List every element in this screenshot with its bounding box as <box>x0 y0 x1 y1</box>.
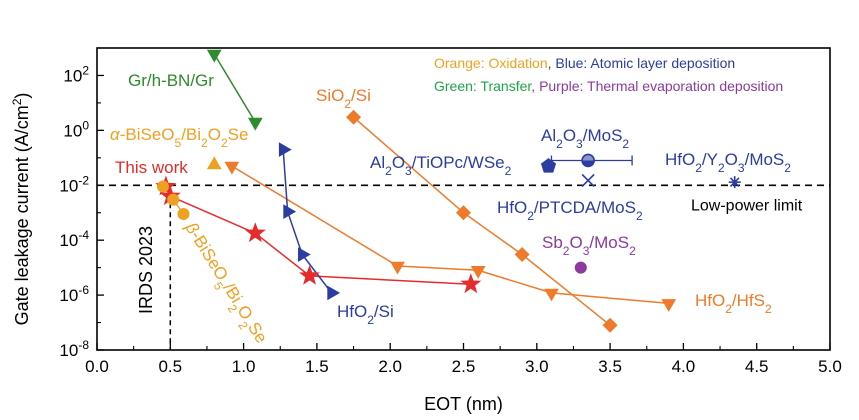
hfo2-si-point <box>278 142 292 157</box>
hfo2-si-point <box>327 285 341 301</box>
hfo2-hfs2-point <box>661 299 677 312</box>
irds-2023-label: IRDS 2023 <box>136 226 156 314</box>
half-circle-fill <box>582 160 595 167</box>
gr-h-bn-gr-line <box>213 53 256 123</box>
sb2o3-mos2-point <box>574 261 587 274</box>
x-tick-label: 0.0 <box>85 357 109 376</box>
x-stroke-b <box>581 173 595 188</box>
label-gr: Gr/h-BN/Gr <box>128 71 214 90</box>
legend-entry: Green: Transfer <box>434 78 532 94</box>
alpha-biseo5-bi2o2se-point <box>206 156 222 170</box>
beta-biseo5-bi2o2se-point <box>156 180 169 193</box>
x-tick-label: 1.0 <box>232 357 256 376</box>
hfo2-hfs2-point <box>390 261 405 275</box>
sio2-si-line <box>353 116 611 326</box>
x-axis-title: EOT (nm) <box>424 394 503 414</box>
gr-h-bn-gr-point <box>248 117 263 131</box>
y-tick-label: 10-4 <box>59 228 89 250</box>
this-work-point <box>299 264 320 285</box>
label-ptcda: HfO2/PTCDA/MoS2 <box>497 198 643 223</box>
x-tick-label: 4.5 <box>745 357 769 376</box>
gr-h-bn-gr-point <box>206 49 222 63</box>
legend-entry: Orange: Oxidation <box>434 55 548 71</box>
label-hfs2: HfO2/HfS2 <box>695 291 772 316</box>
sio2-si-point <box>514 247 530 262</box>
legend-entry: Purple: Thermal evaporation deposition <box>539 78 783 94</box>
y-tick-label: 102 <box>63 63 89 85</box>
label-alpha: α-BiSeO5/Bi2O2Se <box>110 125 248 150</box>
hfo2-y2o3-mos2-point <box>728 176 741 189</box>
y-tick-label: 10-2 <box>59 173 89 195</box>
half-circle-top <box>582 154 595 161</box>
x-tick-label: 2.0 <box>378 357 402 376</box>
label-thiswork: This work <box>115 158 188 177</box>
y-tick-label: 10-8 <box>59 338 89 360</box>
label-al2o3mos2: Al2O3/MoS2 <box>541 126 629 151</box>
sio2-si-point <box>602 317 618 333</box>
hfo2-hfs2-point <box>470 266 486 279</box>
sio2-si-point <box>346 109 362 125</box>
x-tick-label: 3.5 <box>598 357 622 376</box>
this-work-point <box>244 222 266 243</box>
legend-entry: Blue: Atomic layer deposition <box>555 55 735 71</box>
hfo2-ptcda-mos2-point <box>581 173 595 188</box>
legend-line-1: Orange: Oxidation, Blue: Atomic layer de… <box>434 55 735 71</box>
label-hfo2si: HfO2/Si <box>337 302 394 327</box>
label-tiopc: Al2O3/TiOPc/WSe2 <box>370 153 512 178</box>
hfo2-hfs2-point <box>224 161 240 175</box>
beta-biseo5-bi2o2se-point <box>177 207 190 220</box>
label-sio2: SiO2/Si <box>316 86 371 111</box>
al2o3-mos2-point <box>581 153 595 168</box>
label-y2o3: HfO2/Y2O3/MoS2 <box>665 150 791 175</box>
legend-line-2: Green: Transfer, Purple: Thermal evapora… <box>434 78 783 94</box>
x-tick-label: 2.5 <box>452 357 476 376</box>
x-tick-label: 0.5 <box>158 357 182 376</box>
legend-entry: , <box>548 55 556 71</box>
this-work-point <box>460 273 482 294</box>
x-tick-label: 1.5 <box>305 357 329 376</box>
asterisk-stroke <box>729 177 740 187</box>
sio2-si-point <box>456 205 471 221</box>
low-power-limit-label: Low-power limit <box>691 197 803 214</box>
y-tick-label: 100 <box>63 118 89 140</box>
beta-biseo5-bi2o2se-point <box>167 193 180 206</box>
x-tick-label: 3.0 <box>525 357 549 376</box>
legend-entry: , <box>531 78 539 94</box>
label-sb2o3: Sb2O3/MoS2 <box>542 233 636 258</box>
hfo2-hfs2-point <box>544 288 559 302</box>
hfo2-si-point <box>283 204 297 219</box>
x-tick-label: 4.0 <box>672 357 696 376</box>
y-tick-label: 10-6 <box>59 283 89 305</box>
x-tick-label: 5.0 <box>818 357 842 376</box>
al2o3-tiopc-wse2-point <box>540 158 557 173</box>
hfo2-si-point <box>298 247 311 262</box>
y-axis-title: Gate leakage current (A/cm2) <box>10 93 32 326</box>
